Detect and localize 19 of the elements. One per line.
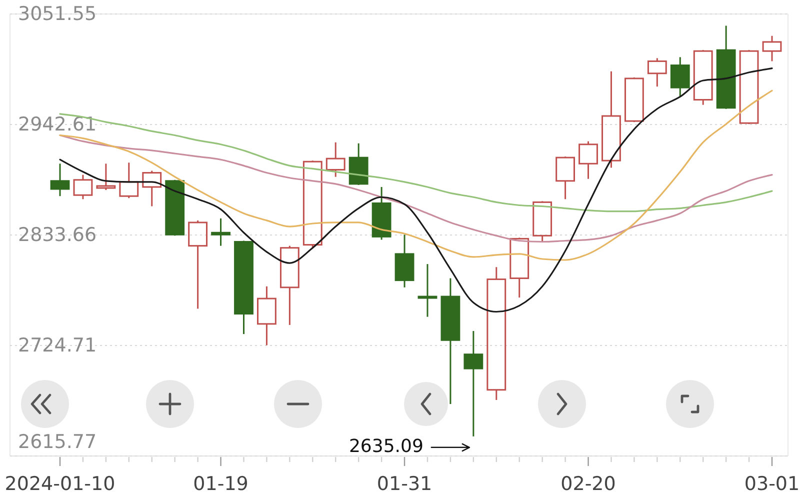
y-tick-label: 2942.61	[18, 113, 97, 136]
candlestick	[486, 266, 506, 401]
candlestick	[464, 330, 484, 438]
candlestick	[418, 263, 438, 318]
x-tick-label: 01-19	[193, 473, 248, 495]
y-tick-label: 3051.55	[18, 3, 97, 25]
x-tick-label: 03-01	[744, 473, 800, 495]
candlestick	[211, 218, 230, 247]
y-tick-label: 2724.71	[18, 334, 97, 357]
candlestick	[440, 278, 460, 405]
candlestick	[670, 56, 690, 98]
x-tick-label: 02-20	[560, 473, 616, 495]
candlestick	[257, 286, 276, 346]
y-tick-label: 2615.77	[18, 431, 97, 453]
y-tick-label: 2833.66	[18, 224, 97, 246]
x-tick-label: 01-31	[376, 473, 432, 495]
candlestick	[394, 234, 414, 288]
x-tick-label: 2024-01-10	[4, 473, 116, 495]
annotation: 2635.09	[348, 436, 424, 457]
